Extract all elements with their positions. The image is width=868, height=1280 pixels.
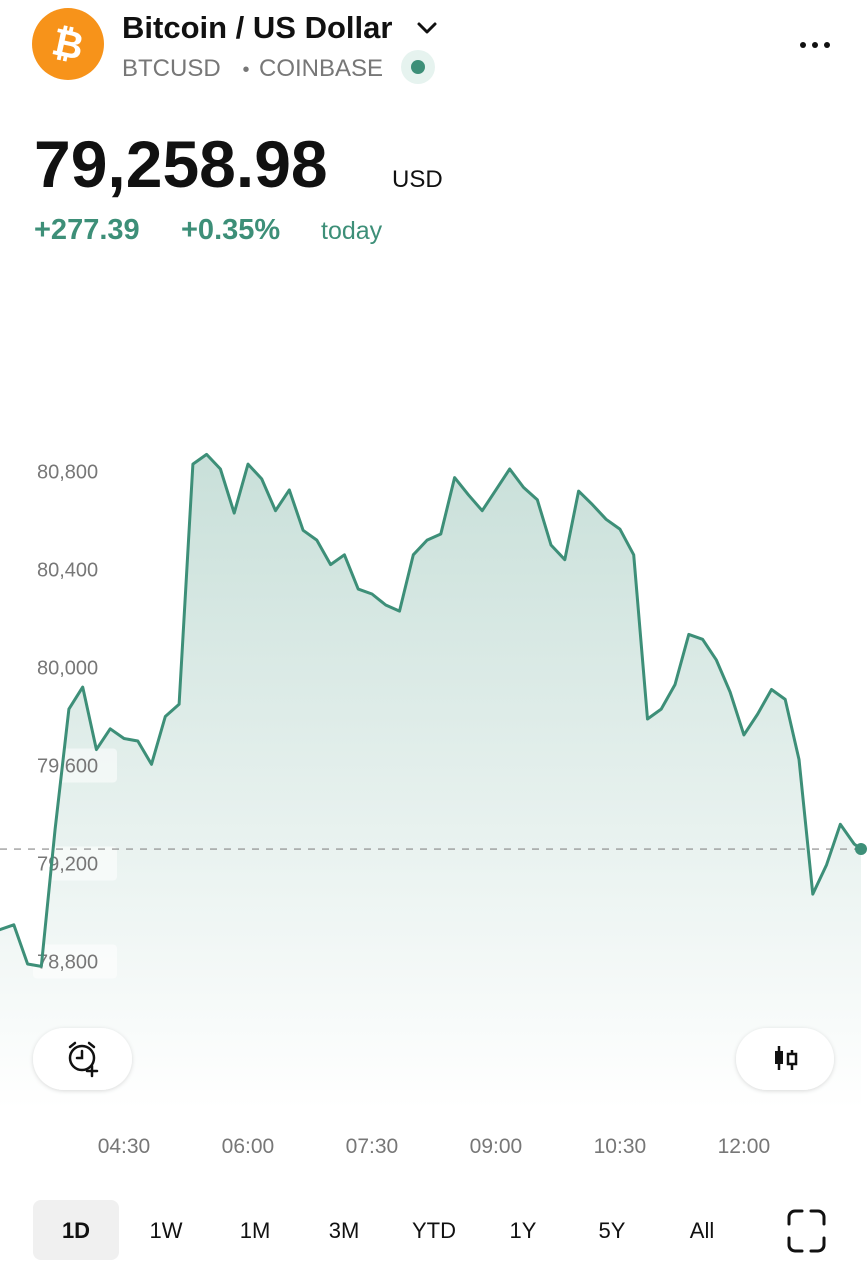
range-tab-selected-bg — [33, 1200, 119, 1260]
range-tab[interactable]: All — [690, 1218, 714, 1243]
price-line — [0, 452, 863, 968]
last-price: 79,258.98 — [34, 127, 328, 201]
range-tab[interactable]: 5Y — [599, 1218, 626, 1243]
area-fill — [0, 454, 861, 1110]
y-tick-label-bg — [33, 454, 117, 489]
y-tick-label: 80,800 — [37, 462, 98, 484]
range-tab[interactable]: YTD — [412, 1218, 456, 1243]
add-alert-button[interactable] — [33, 1028, 132, 1090]
chart-style-button[interactable] — [736, 1028, 834, 1090]
range-tab[interactable]: 1Y — [510, 1218, 537, 1243]
y-tick-label: 79,600 — [37, 756, 98, 778]
x-tick-label: 10:30 — [594, 1135, 647, 1158]
range-tab[interactable]: 1M — [240, 1218, 271, 1243]
ticker-symbol: BTCUSD — [122, 55, 221, 82]
y-tick-label-bg — [33, 552, 117, 587]
x-tick-label: 04:30 — [98, 1135, 151, 1158]
range-tab[interactable]: 1W — [150, 1218, 183, 1243]
separator: • — [242, 59, 249, 81]
price-currency: USD — [392, 166, 443, 193]
x-tick-label: 06:00 — [222, 1135, 275, 1158]
price-change: +277.39 — [34, 214, 140, 246]
y-tick-label-bg — [33, 650, 117, 685]
symbol-title[interactable]: Bitcoin / US Dollar — [122, 10, 392, 45]
market-status-dot — [411, 60, 425, 74]
range-tab[interactable]: 3M — [329, 1218, 360, 1243]
chart-layer: 78,800 79,200 79,600 80,000 80,400 80,800 04:3… — [0, 452, 868, 1158]
y-tick-label: 80,400 — [37, 560, 98, 582]
y-tick-label-bg — [33, 748, 117, 783]
more-menu[interactable] — [800, 42, 830, 48]
y-tick-label: 78,800 — [37, 952, 98, 974]
title-dropdown-chevron[interactable] — [417, 22, 437, 34]
price-change-percent: +0.35% — [181, 214, 280, 246]
exchange: COINBASE — [259, 55, 383, 82]
last-price-dot — [855, 843, 867, 856]
coin-logo — [32, 8, 104, 80]
range-tabs: 1D 1W 1M 3M YTD 1Y 5Y All — [33, 1200, 714, 1260]
y-tick-label: 79,200 — [37, 854, 98, 876]
x-tick-label: 09:00 — [470, 1135, 523, 1158]
x-tick-label: 07:30 — [346, 1135, 399, 1158]
range-tab-selected[interactable]: 1D — [62, 1218, 90, 1243]
y-tick-label: 80,000 — [37, 658, 98, 680]
change-period: today — [321, 217, 383, 245]
x-tick-label: 12:00 — [718, 1135, 771, 1158]
fullscreen-button[interactable] — [787, 1209, 826, 1253]
y-tick-label-bg — [33, 944, 117, 979]
